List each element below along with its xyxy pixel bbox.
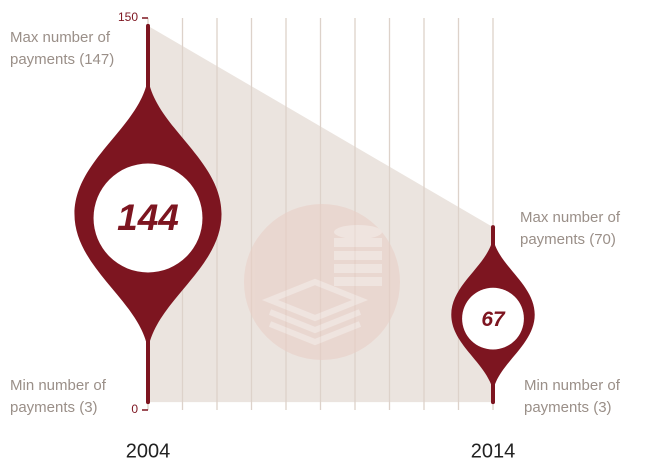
value-circle bbox=[462, 287, 524, 350]
annotation: payments (3) bbox=[10, 399, 98, 416]
annotation: payments (70) bbox=[520, 231, 616, 248]
y-tick-label: 0 bbox=[131, 402, 138, 416]
annotation: Max number of bbox=[10, 29, 111, 46]
coin-icon bbox=[244, 204, 400, 360]
annotation: Min number of bbox=[10, 377, 107, 394]
y-tick-label: 150 bbox=[118, 10, 138, 24]
value-circle bbox=[93, 163, 203, 273]
annotation: payments (3) bbox=[524, 399, 612, 416]
x-tick-label: 2004 bbox=[126, 440, 171, 462]
x-tick-label: 2014 bbox=[471, 440, 516, 462]
value-label: 67 bbox=[481, 308, 506, 331]
annotation: Max number of bbox=[520, 209, 621, 226]
foreground-layer: 0 150 144 2004 67 2014 Max number of payments (… bbox=[10, 10, 621, 462]
annotation: Min number of bbox=[524, 377, 621, 394]
value-label: 144 bbox=[117, 196, 179, 238]
annotation: payments (147) bbox=[10, 51, 114, 68]
